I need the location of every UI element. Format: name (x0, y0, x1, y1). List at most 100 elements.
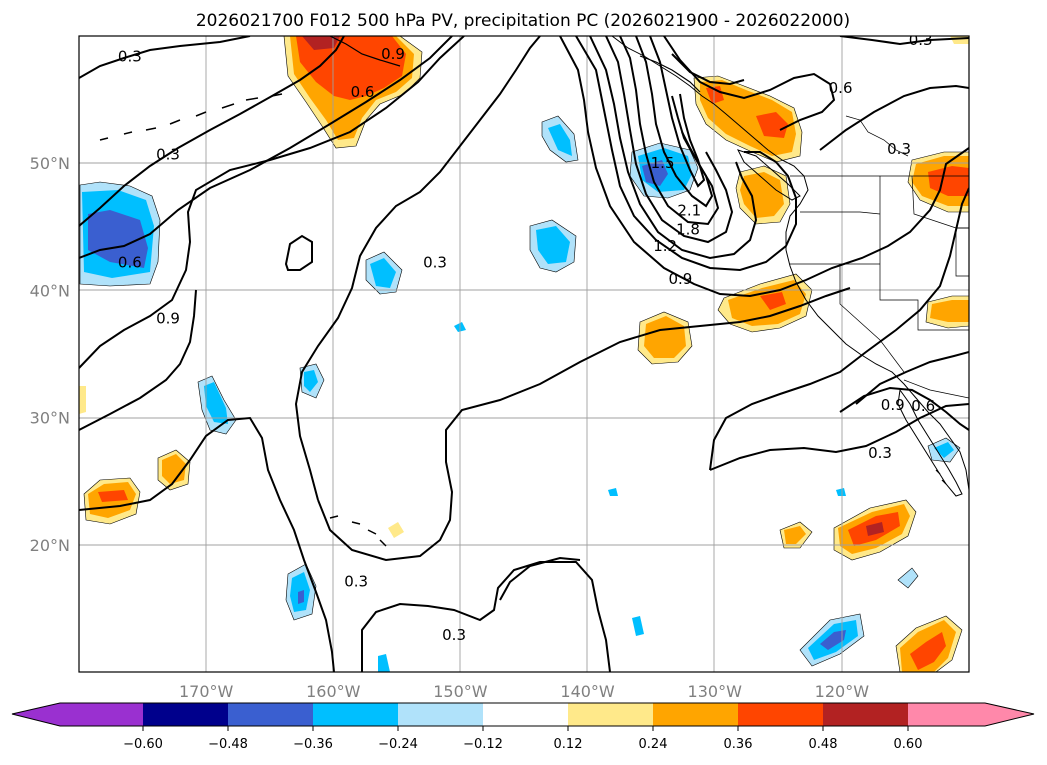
colorbar-tick-label: −0.24 (378, 737, 418, 752)
pv-contours (79, 36, 969, 672)
map-panel: 0.3 0.3 0.6 0.9 0.3 0.3 0.6 0.9 0.3 1.5 2.11.81.2 0… (30, 35, 970, 701)
lon-tick-label: 160°W (306, 682, 361, 701)
pv-contour-0.3 (839, 36, 969, 46)
us-mexico-border (903, 379, 969, 399)
state-border-wa-or (800, 211, 881, 215)
contour-label: 0.9 (881, 396, 905, 414)
colorbar-bin (143, 703, 229, 726)
colorbar-tick-label: 0.60 (894, 737, 923, 752)
pv-contour-0.3 (709, 403, 969, 471)
pv-contour-0.3 (284, 234, 313, 271)
pv-contour-2.1 (649, 36, 706, 188)
colorbar-bins (12, 703, 1034, 726)
alaska-panhandle (639, 55, 701, 93)
colorbar-bin (823, 703, 909, 726)
precip-positive-area (700, 80, 796, 156)
pv-contour-0.3 (819, 84, 969, 151)
lat-tick-label: 30°N (30, 409, 70, 428)
contour-label: 1.8 (676, 220, 700, 238)
colorbar-tick-label: −0.48 (208, 737, 248, 752)
contour-label: 0.3 (423, 253, 447, 271)
precip-shading-layer (79, 36, 969, 672)
pv-contour-0.3 (317, 287, 851, 562)
pv-contour-0.3 (79, 416, 335, 672)
precip-positive-area (910, 632, 946, 670)
colorbar-tick-label: 0.24 (639, 737, 668, 752)
pv-contour-0.6 (575, 36, 797, 272)
contour-label: 0.6 (351, 83, 375, 101)
colorbar-bin (483, 703, 569, 726)
colorbar-tick-label: 0.36 (724, 737, 753, 752)
state-box (955, 227, 969, 277)
precip-negative-area (836, 488, 846, 496)
pv-contour-0.9 (79, 36, 465, 369)
pv-contour-1.8 (635, 36, 714, 208)
pv-contour-0.9 (855, 351, 969, 405)
pv-contour-0.6 (79, 36, 453, 259)
map-background (79, 36, 969, 672)
colorbar-tick-label: −0.36 (293, 737, 333, 752)
precip-negative-area (608, 488, 618, 496)
latitude-tick-labels: 20°N 30°N 40°N 50°N (30, 154, 70, 555)
lon-tick-label: 140°W (560, 682, 615, 701)
contour-label: 0.3 (344, 573, 368, 591)
map-frame (78, 35, 970, 673)
colorbar-bin (313, 703, 399, 726)
lat-tick-label: 50°N (30, 154, 70, 173)
precip-positive-area (162, 454, 186, 484)
precip-positive-area (706, 86, 724, 104)
contour-label: 0.3 (868, 444, 892, 462)
precip-positive-area (928, 166, 969, 196)
contour-label: 2.1 (677, 201, 701, 219)
precip-positive-area (79, 386, 86, 414)
precip-negative-area (204, 382, 228, 424)
contour-label: 0.9 (381, 45, 405, 63)
lon-tick-label: 150°W (433, 682, 488, 701)
precip-positive-area (930, 300, 969, 322)
colorbar-extend-max (908, 703, 1034, 726)
precip-negative-area (88, 210, 148, 268)
lat-tick-label: 20°N (30, 536, 70, 555)
pv-contour-0.3 (79, 36, 345, 227)
contour-label: 0.3 (887, 140, 911, 158)
pv-contour-0.3 (499, 556, 581, 601)
precip-negative-area (548, 124, 572, 156)
pv-contour-0.9 (589, 36, 758, 260)
precip-positive-area (302, 36, 340, 50)
contour-label: 0.3 (118, 47, 142, 65)
lon-tick-label: 130°W (688, 682, 743, 701)
contour-label: 0.6 (118, 253, 142, 271)
precip-negative-area (632, 616, 644, 636)
colorbar-bin (568, 703, 654, 726)
longitude-tick-labels: 170°W 160°W 150°W 140°W 130°W 120°W (179, 682, 869, 701)
pv-contour-0.9 (671, 53, 745, 86)
colorbar-bin (398, 703, 484, 726)
precip-positive-area (296, 36, 406, 100)
precip-positive-area (784, 526, 806, 544)
pv-contour-0.3 (361, 561, 611, 672)
colorbar-bin (228, 703, 314, 726)
lon-tick-label: 170°W (179, 682, 234, 701)
colorbar-outline (11, 702, 1035, 727)
baja-islands (935, 469, 947, 485)
contour-label: 1.2 (653, 237, 677, 255)
pv-contour-0.3 (79, 289, 197, 431)
precip-negative-area (378, 654, 390, 672)
precip-negative-area (304, 370, 318, 392)
pv-contour-0.6 (663, 36, 836, 131)
precip-positive-area (756, 112, 788, 138)
pv-contour-0.3 (559, 36, 969, 298)
north-america-coastline (611, 36, 969, 491)
pv-contour-0.3 (709, 187, 969, 471)
lat-tick-label: 40°N (30, 281, 70, 300)
contour-label: 0.3 (156, 145, 180, 163)
precip-positive-area (760, 292, 786, 310)
baja-california (897, 388, 963, 497)
colorbar-extend-min-fill (12, 703, 143, 726)
precip-negative-area (897, 567, 919, 589)
contour-label: 0.9 (156, 309, 180, 327)
contour-label: 0.6 (911, 397, 935, 415)
precip-positive-area (740, 172, 784, 218)
contour-label: 0.3 (442, 626, 466, 644)
colorbar: −0.60 −0.48 −0.36 −0.24 −0.12 0.12 0.24 0.36 0.4… (11, 702, 1035, 752)
